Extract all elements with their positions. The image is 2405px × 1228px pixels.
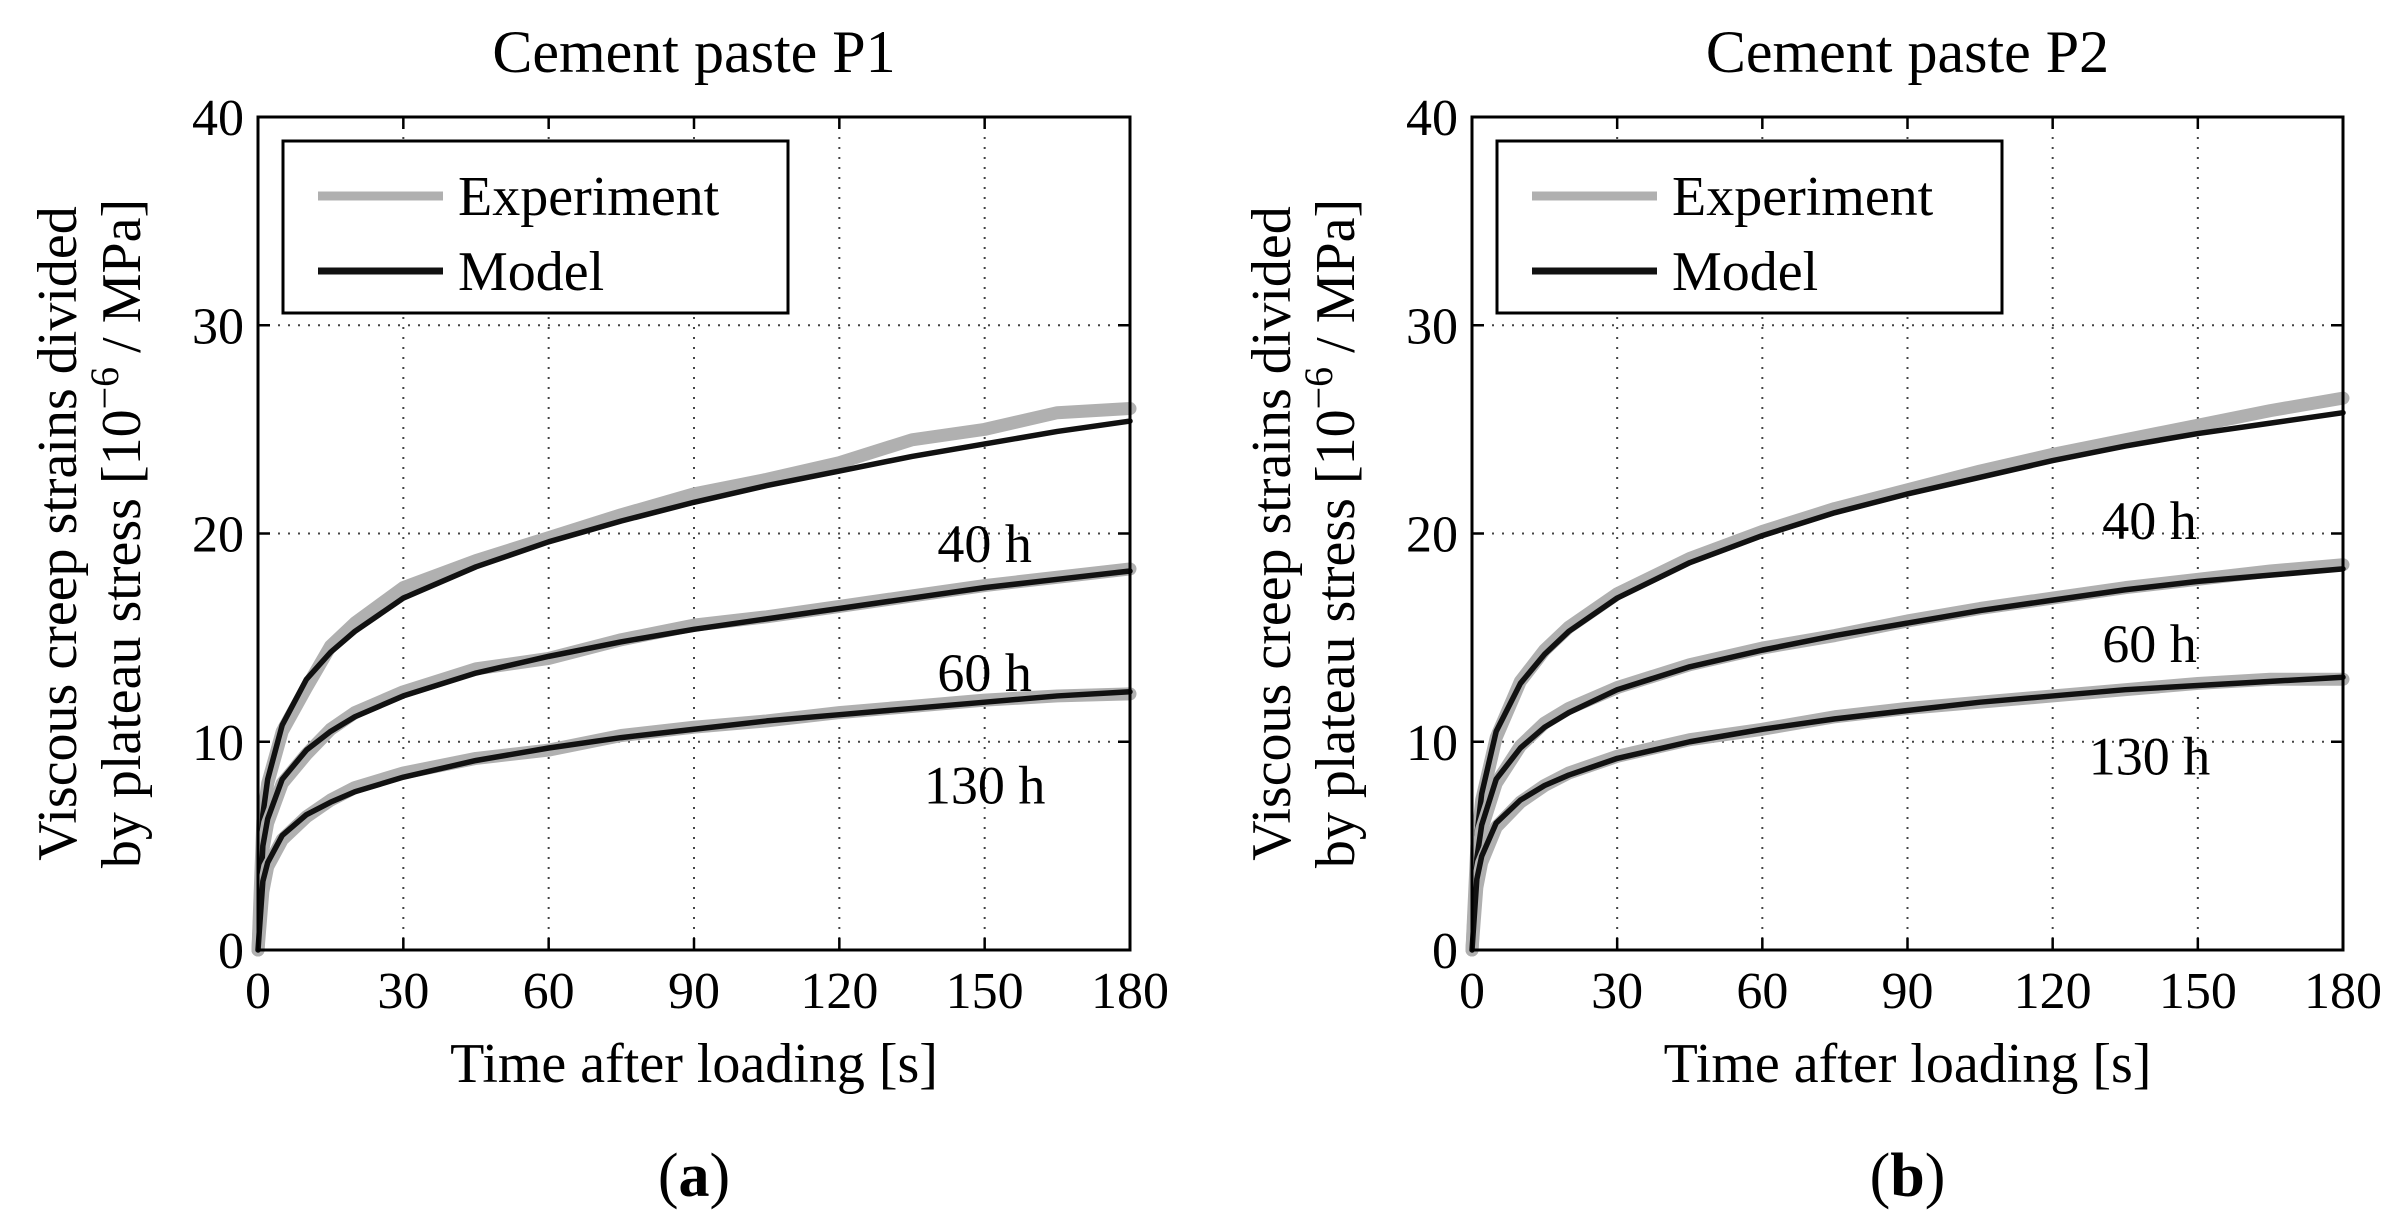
curve-label: 130 h bbox=[924, 755, 1046, 815]
y-axis-label-line1: Viscous creep strains divided bbox=[27, 206, 89, 860]
chart-title: Cement paste P1 bbox=[492, 19, 895, 85]
x-tick-label: 120 bbox=[2014, 963, 2092, 1020]
curve-label: 130 h bbox=[2089, 726, 2211, 786]
x-tick-label: 0 bbox=[1459, 963, 1485, 1020]
x-tick-label: 120 bbox=[800, 963, 878, 1020]
curve-label: 60 h bbox=[2102, 614, 2197, 674]
axes-frame bbox=[1470, 115, 2345, 952]
x-tick-label: 60 bbox=[523, 963, 575, 1020]
panel-label: (a) bbox=[658, 1142, 730, 1210]
chart-panel-b: Cement paste P2 0 30 60 90 120 150 180 0 10 20 30 40… bbox=[1241, 19, 2382, 1210]
y-tick-label: 10 bbox=[1406, 715, 1458, 772]
x-axis-label: Time after loading [s] bbox=[450, 1033, 938, 1095]
x-tick-label: 0 bbox=[245, 963, 271, 1020]
chart-title: Cement paste P2 bbox=[1706, 19, 2109, 85]
chart-panel-a: Cement paste P1 0 30 60 90 120 150 180 0 10 20 30 40… bbox=[27, 19, 1169, 1210]
x-axis-label: Time after loading [s] bbox=[1664, 1033, 2152, 1095]
curve-label: 40 h bbox=[2102, 491, 2197, 551]
legend-label: Experiment bbox=[1672, 166, 1934, 228]
y-axis-label-line2-prefix: by plateau stress [10 bbox=[1305, 409, 1367, 868]
y-tick-label: 20 bbox=[192, 507, 244, 564]
curve-label: 40 h bbox=[937, 514, 1032, 574]
y-tick-label: 30 bbox=[192, 298, 244, 355]
legend-label: Model bbox=[1672, 241, 1818, 303]
experiment-curve bbox=[251, 687, 1137, 957]
model-curve bbox=[255, 689, 1133, 953]
y-tick-label: 0 bbox=[1432, 923, 1458, 980]
x-tick-label: 180 bbox=[1091, 963, 1169, 1020]
model-curve bbox=[1469, 409, 2346, 953]
legend-box bbox=[281, 139, 790, 315]
legend-label: Model bbox=[458, 241, 604, 303]
y-axis-label-line2-prefix: by plateau stress [10 bbox=[91, 409, 153, 868]
x-tick-label: 60 bbox=[1736, 963, 1788, 1020]
y-axis-label-exponent: −6 bbox=[1296, 367, 1341, 410]
x-tick-label: 150 bbox=[946, 963, 1024, 1020]
model-curve bbox=[255, 418, 1133, 953]
x-tick-label: 90 bbox=[668, 963, 720, 1020]
y-axis-label-line1: Viscous creep strains divided bbox=[1241, 206, 1303, 860]
y-tick-label: 40 bbox=[1406, 90, 1458, 147]
y-tick-label: 40 bbox=[192, 90, 244, 147]
panel-label: (b) bbox=[1870, 1142, 1946, 1210]
x-tick-label: 30 bbox=[377, 963, 429, 1020]
axes-frame bbox=[256, 115, 1132, 952]
y-axis-label-exponent: −6 bbox=[82, 367, 127, 410]
y-tick-label: 10 bbox=[192, 715, 244, 772]
y-axis-label-line2: by plateau stress [10−6 / MPa] bbox=[1296, 199, 1367, 868]
experiment-curve bbox=[1465, 672, 2350, 957]
legend-box bbox=[1495, 139, 2004, 315]
y-axis-label-line2-suffix: / MPa] bbox=[1305, 199, 1367, 367]
x-tick-label: 90 bbox=[1882, 963, 1934, 1020]
y-axis-label-line2-suffix: / MPa] bbox=[91, 199, 153, 367]
y-axis-label-line2: by plateau stress [10−6 / MPa] bbox=[82, 199, 153, 868]
model-curve bbox=[1469, 566, 2346, 953]
y-tick-label: 30 bbox=[1406, 298, 1458, 355]
x-tick-label: 30 bbox=[1591, 963, 1643, 1020]
y-tick-label: 20 bbox=[1406, 507, 1458, 564]
model-curve bbox=[1469, 674, 2346, 953]
x-tick-label: 150 bbox=[2159, 963, 2237, 1020]
legend-label: Experiment bbox=[458, 166, 720, 228]
y-tick-label: 0 bbox=[218, 923, 244, 980]
model-curve bbox=[255, 568, 1133, 953]
x-tick-label: 180 bbox=[2304, 963, 2382, 1020]
